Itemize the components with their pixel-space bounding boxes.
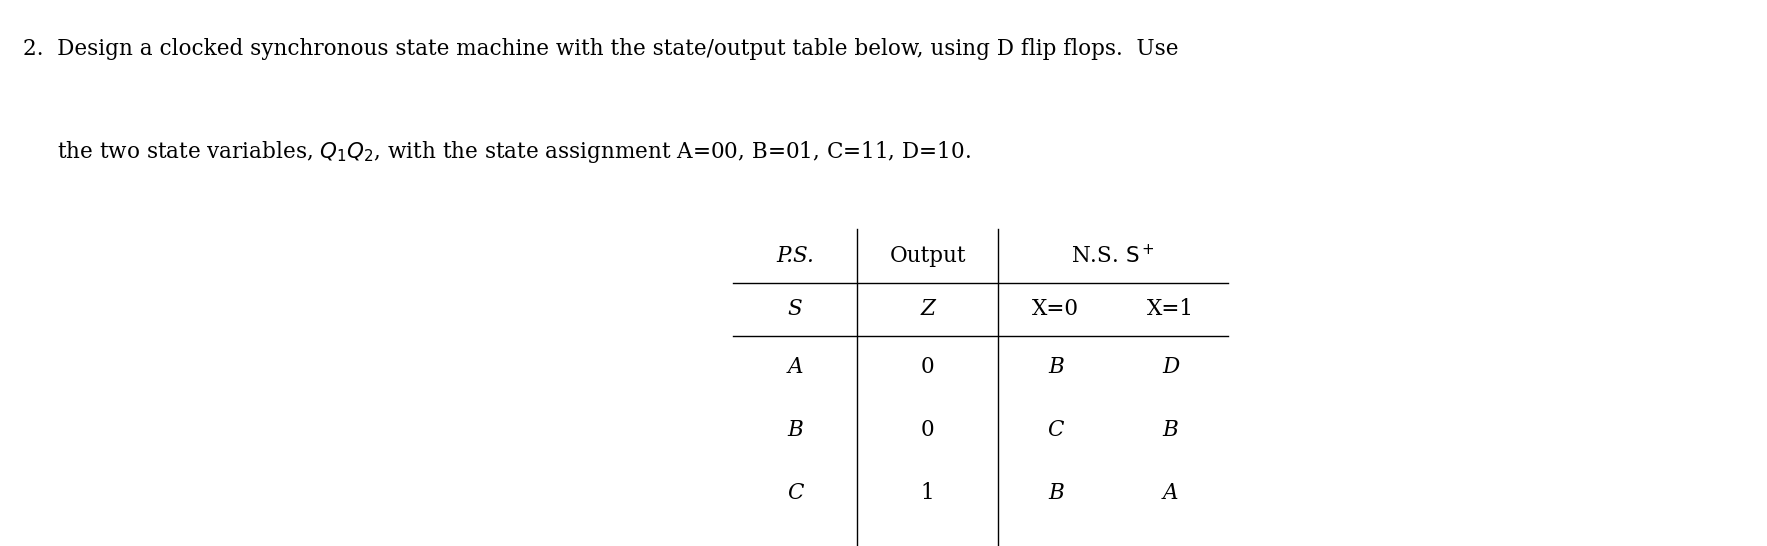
Text: B: B: [1048, 357, 1064, 378]
Text: B: B: [788, 419, 802, 441]
Text: 0: 0: [921, 545, 935, 546]
Text: A: A: [788, 357, 802, 378]
Text: B: B: [1048, 545, 1064, 546]
Text: Output: Output: [889, 245, 967, 267]
Text: Z: Z: [921, 298, 935, 321]
Text: B: B: [1163, 419, 1179, 441]
Text: 0: 0: [921, 419, 935, 441]
Text: 0: 0: [921, 357, 935, 378]
Text: P.S.: P.S.: [776, 245, 815, 267]
Text: D: D: [786, 545, 804, 546]
Text: D: D: [1163, 357, 1179, 378]
Text: X=0: X=0: [1032, 298, 1080, 321]
Text: A: A: [1163, 482, 1179, 504]
Text: X=1: X=1: [1147, 298, 1194, 321]
Text: the two state variables, $Q_1Q_2$, with the state assignment A=00, B=01, C=11, D: the two state variables, $Q_1Q_2$, with …: [23, 139, 970, 165]
Text: B: B: [1048, 482, 1064, 504]
Text: 2.  Design a clocked synchronous state machine with the state/output table below: 2. Design a clocked synchronous state ma…: [23, 38, 1179, 60]
Text: C: C: [1163, 545, 1179, 546]
Text: 1: 1: [921, 482, 935, 504]
Text: S: S: [788, 298, 802, 321]
Text: C: C: [1048, 419, 1064, 441]
Text: C: C: [786, 482, 804, 504]
Text: N.S. $\mathrm{S}^+$: N.S. $\mathrm{S}^+$: [1071, 245, 1156, 268]
